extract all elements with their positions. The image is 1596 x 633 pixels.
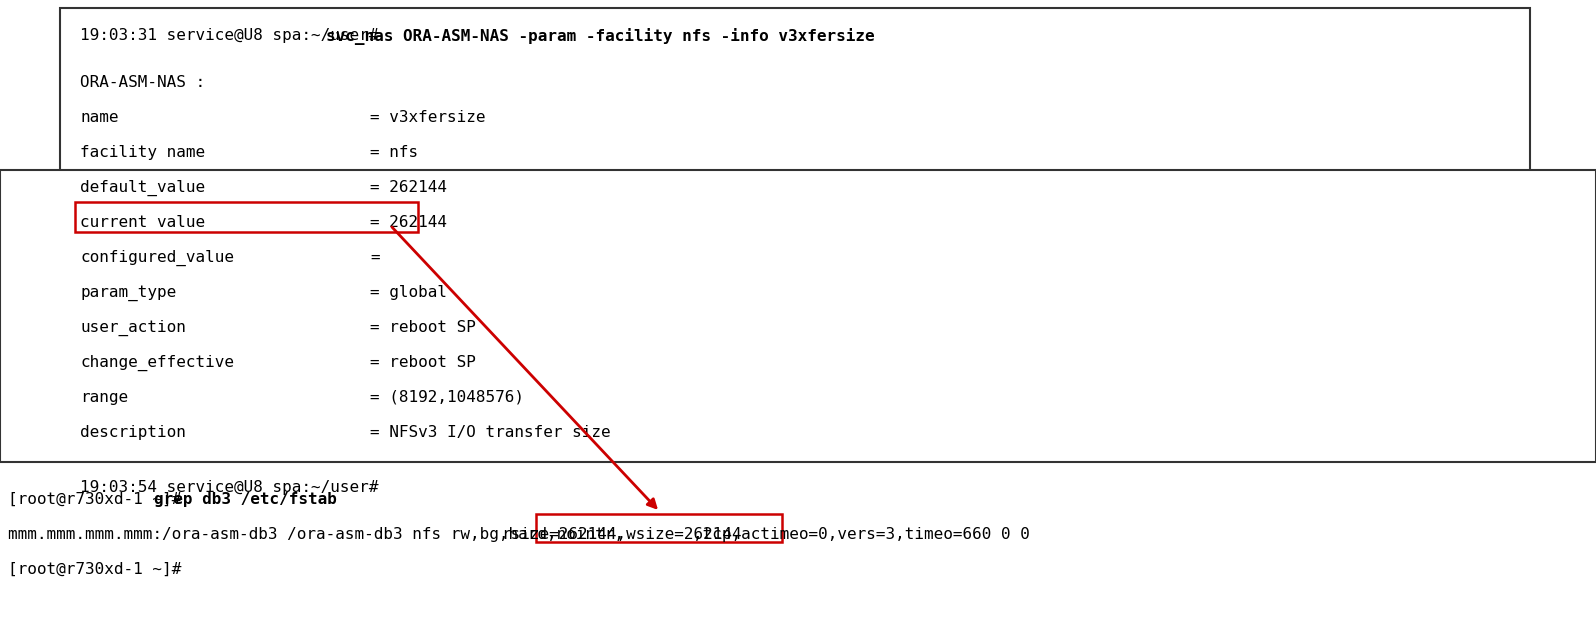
Text: = NFSv3 I/O transfer size: = NFSv3 I/O transfer size xyxy=(370,425,611,440)
Text: default_value: default_value xyxy=(80,180,206,196)
Bar xyxy=(0,170,1596,462)
Bar xyxy=(536,514,782,542)
Text: grep db3 /etc/fstab: grep db3 /etc/fstab xyxy=(155,492,337,507)
Text: current value: current value xyxy=(80,215,206,230)
Text: = 262144: = 262144 xyxy=(370,180,447,195)
Text: configured_value: configured_value xyxy=(80,250,235,266)
Text: 19:03:54 service@U8 spa:~/user#: 19:03:54 service@U8 spa:~/user# xyxy=(80,480,378,495)
Text: ORA-ASM-NAS :: ORA-ASM-NAS : xyxy=(80,75,206,90)
Text: = (8192,1048576): = (8192,1048576) xyxy=(370,390,523,405)
Text: svc_nas ORA-ASM-NAS -param -facility nfs -info v3xfersize: svc_nas ORA-ASM-NAS -param -facility nfs… xyxy=(327,28,875,45)
Text: 19:03:31 service@U8 spa:~/user#: 19:03:31 service@U8 spa:~/user# xyxy=(80,28,388,43)
Text: range: range xyxy=(80,390,128,405)
Text: facility name: facility name xyxy=(80,145,206,160)
Text: name: name xyxy=(80,110,118,125)
Text: =: = xyxy=(370,250,380,265)
Text: = nfs: = nfs xyxy=(370,145,418,160)
Bar xyxy=(61,8,1531,450)
Text: = v3xfersize: = v3xfersize xyxy=(370,110,485,125)
Text: = global: = global xyxy=(370,285,447,300)
Text: description: description xyxy=(80,425,185,440)
Text: param_type: param_type xyxy=(80,285,176,301)
Text: user_action: user_action xyxy=(80,320,185,336)
Text: mmm.mmm.mmm.mmm:/ora-asm-db3 /ora-asm-db3 nfs rw,bg,hard,nointr,: mmm.mmm.mmm.mmm:/ora-asm-db3 /ora-asm-db… xyxy=(8,527,624,542)
Text: rsize=262144,wsize=262144: rsize=262144,wsize=262144 xyxy=(501,527,742,542)
Text: change_effective: change_effective xyxy=(80,355,235,371)
Bar xyxy=(75,202,418,232)
Text: = reboot SP: = reboot SP xyxy=(370,355,476,370)
Text: [root@r730xd-1 ~]#: [root@r730xd-1 ~]# xyxy=(8,562,182,577)
Text: ,tcp,actimeo=0,vers=3,timeo=660 0 0: ,tcp,actimeo=0,vers=3,timeo=660 0 0 xyxy=(693,527,1029,542)
Text: = 262144: = 262144 xyxy=(370,215,447,230)
Text: = reboot SP: = reboot SP xyxy=(370,320,476,335)
Text: [root@r730xd-1 ~]#: [root@r730xd-1 ~]# xyxy=(8,492,192,507)
